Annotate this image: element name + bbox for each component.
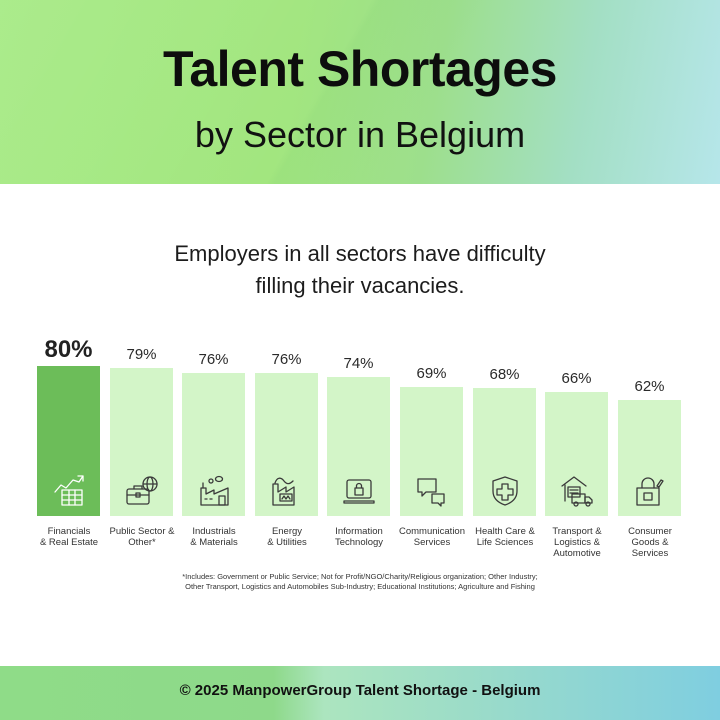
bar xyxy=(110,368,173,516)
bar-category-label: Transport & Logistics & Automotive xyxy=(537,526,617,559)
category-label-line: Information xyxy=(335,526,383,537)
category-label-line: Automotive xyxy=(553,548,601,559)
category-label-line: Life Sciences xyxy=(476,537,534,548)
briefcase-globe-icon xyxy=(126,476,158,505)
bar-category-label: Industrials & Materials xyxy=(174,526,254,548)
header-banner: Talent Shortages by Sector in Belgium xyxy=(0,0,720,184)
bar-value-label: 68% xyxy=(489,366,520,383)
category-label-line: Industrials xyxy=(192,526,236,537)
power-plant-battery-icon xyxy=(272,477,295,506)
footnote-line-2: Other Transport, Logistics and Automobil… xyxy=(185,582,535,591)
bar xyxy=(473,388,536,516)
bar-category-label: Public Sector & Other* xyxy=(102,526,182,548)
shopping-bag-icon xyxy=(636,477,664,506)
lead-text: Employers in all sectors have difficulty… xyxy=(0,238,720,302)
category-label-line: Other* xyxy=(128,537,156,548)
bar-value-label: 76% xyxy=(198,351,229,368)
category-label-line: & Utilities xyxy=(267,537,307,548)
lead-line-2: filling their vacancies. xyxy=(255,273,465,298)
page-subtitle: by Sector in Belgium xyxy=(194,114,526,155)
bar xyxy=(400,387,463,516)
bar-category-label: Energy & Utilities xyxy=(247,526,327,548)
chat-bubbles-icon xyxy=(417,478,445,507)
footnote-line-1: *Includes: Government or Public Service;… xyxy=(182,572,538,581)
category-label-line: Services xyxy=(631,548,669,559)
category-label-line: & Materials xyxy=(190,537,238,548)
bar-value-label: 62% xyxy=(634,378,665,395)
shield-cross-icon xyxy=(492,476,518,506)
bar-value-label: 80% xyxy=(44,336,93,363)
bar-value-label: 74% xyxy=(343,355,374,372)
category-label-line: Goods & xyxy=(631,537,669,548)
laptop-lock-icon xyxy=(343,479,375,504)
category-label-line: Communication xyxy=(399,526,465,537)
bar-value-label: 76% xyxy=(271,351,302,368)
category-label-line: Transport & xyxy=(552,526,602,537)
category-label-line: Logistics & xyxy=(554,537,600,548)
factory-icon xyxy=(200,475,229,506)
category-label-line: Health Care & xyxy=(475,526,535,537)
bar xyxy=(37,366,100,516)
bar-value-label: 79% xyxy=(126,346,157,363)
bar-value-label: 69% xyxy=(416,365,447,382)
bar xyxy=(545,392,608,516)
category-label-line: Public Sector & xyxy=(109,526,175,537)
lead-line-1: Employers in all sectors have difficulty xyxy=(174,241,546,266)
footer-banner: © 2025 ManpowerGroup Talent Shortage - B… xyxy=(0,666,720,720)
bar-value-label: 66% xyxy=(561,370,592,387)
bar-category-label: Financials & Real Estate xyxy=(29,526,109,548)
bar xyxy=(618,400,681,516)
category-label-line: Financials xyxy=(47,526,91,537)
copyright-text: © 2025 ManpowerGroup Talent Shortage - B… xyxy=(179,682,541,699)
bar xyxy=(182,373,245,516)
bar xyxy=(327,377,390,516)
chart-growth-table-icon xyxy=(54,475,84,506)
bar-category-label: Consumer Goods & Services xyxy=(610,526,690,559)
category-label-line: Technology xyxy=(334,537,384,548)
footnote: *Includes: Government or Public Service;… xyxy=(0,572,720,592)
category-label-line: Consumer xyxy=(628,526,672,537)
bar-category-label: Information Technology xyxy=(319,526,399,548)
category-label-line: Energy xyxy=(271,526,303,537)
bar xyxy=(255,373,318,516)
category-label-line: Services xyxy=(413,537,451,548)
bar-category-label: Health Care & Life Sciences xyxy=(465,526,545,548)
category-label-line: & Real Estate xyxy=(39,537,99,548)
warehouse-truck-icon xyxy=(561,476,593,507)
bar-category-label: Communication Services xyxy=(392,526,472,548)
page-title: Talent Shortages xyxy=(163,41,557,97)
header-shade xyxy=(0,0,720,184)
